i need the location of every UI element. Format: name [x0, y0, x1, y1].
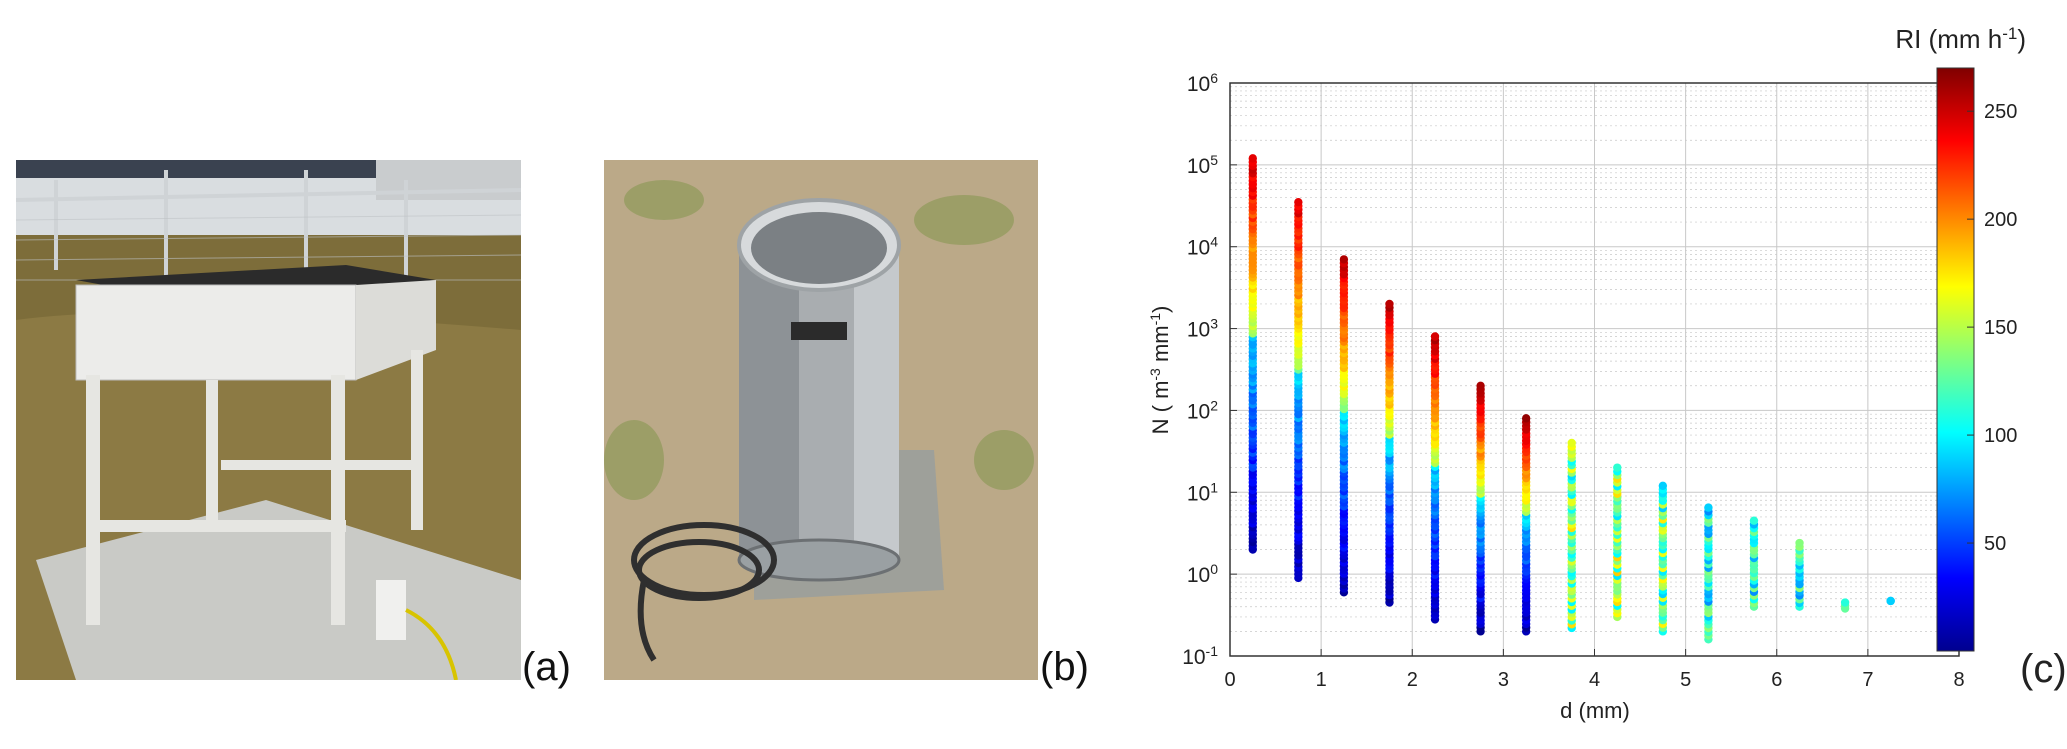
data-point [1476, 381, 1485, 390]
colorbar-label: RI (mm h-1) [1895, 24, 2026, 55]
panel-label-b: (b) [1040, 645, 1089, 689]
data-point [1840, 598, 1850, 607]
data-point [1294, 197, 1303, 207]
rain-gauge-photo [604, 160, 1038, 680]
y-tick-label: 106 [1187, 70, 1218, 96]
colorbar-tick-label: 50 [1984, 533, 2006, 555]
y-tick-label: 10-1 [1182, 643, 1218, 669]
colorbar-ticks: 50 100 150 200 250 [1967, 101, 2017, 555]
y-tick-label: 105 [1187, 152, 1218, 178]
x-tick-label: 1 [1316, 669, 1327, 691]
data-point [1385, 299, 1394, 309]
x-axis-label: d (mm) [1560, 698, 1630, 723]
data-point [1795, 538, 1804, 548]
colorbar-tick-label: 200 [1984, 209, 2017, 231]
x-tick-label: 7 [1862, 669, 1873, 691]
colorbar [1936, 67, 1975, 652]
data-point [1430, 332, 1440, 341]
y-tick-label: 100 [1187, 561, 1218, 587]
panel-label-a: (a) [522, 645, 571, 689]
x-tick-label: 3 [1498, 669, 1509, 691]
y-tick-label: 102 [1187, 397, 1218, 423]
y-axis-ticks: 10-1 100 101 102 103 104 105 106 [1182, 70, 1237, 669]
drop-size-distribution-chart: 0 1 2 3 4 5 6 7 8 10-1 100 101 102 103 104 105 106 d (m… [1147, 24, 2067, 724]
data-points [1248, 154, 1895, 644]
x-tick-label: 8 [1953, 669, 1964, 691]
data-point [1339, 255, 1349, 264]
disdrometer-photo [16, 160, 521, 680]
y-tick-label: 103 [1187, 316, 1218, 342]
y-axis-label: N ( m-3 mm-1) [1147, 306, 1173, 435]
x-tick-label: 4 [1589, 669, 1600, 691]
grid-lines [1229, 83, 1960, 657]
colorbar-tick-label: 250 [1984, 101, 2017, 123]
panel-label-c: (c) [2020, 647, 2067, 691]
data-point [1704, 503, 1713, 512]
data-point [1567, 438, 1576, 448]
data-point [1613, 463, 1622, 472]
data-point [1521, 414, 1531, 423]
y-tick-label: 104 [1187, 234, 1218, 260]
colorbar-tick-label: 100 [1984, 425, 2017, 447]
data-point [1749, 516, 1759, 525]
y-tick-label: 101 [1187, 479, 1218, 505]
x-tick-label: 0 [1224, 669, 1235, 691]
x-axis-ticks: 0 1 2 3 4 5 6 7 8 [1224, 649, 1965, 691]
data-point [1658, 481, 1668, 491]
x-tick-label: 5 [1680, 669, 1691, 691]
data-point [1248, 154, 1257, 163]
colorbar-tick-label: 150 [1984, 317, 2017, 339]
data-point [1886, 596, 1895, 606]
x-tick-label: 6 [1771, 669, 1782, 691]
x-tick-label: 2 [1407, 669, 1418, 691]
